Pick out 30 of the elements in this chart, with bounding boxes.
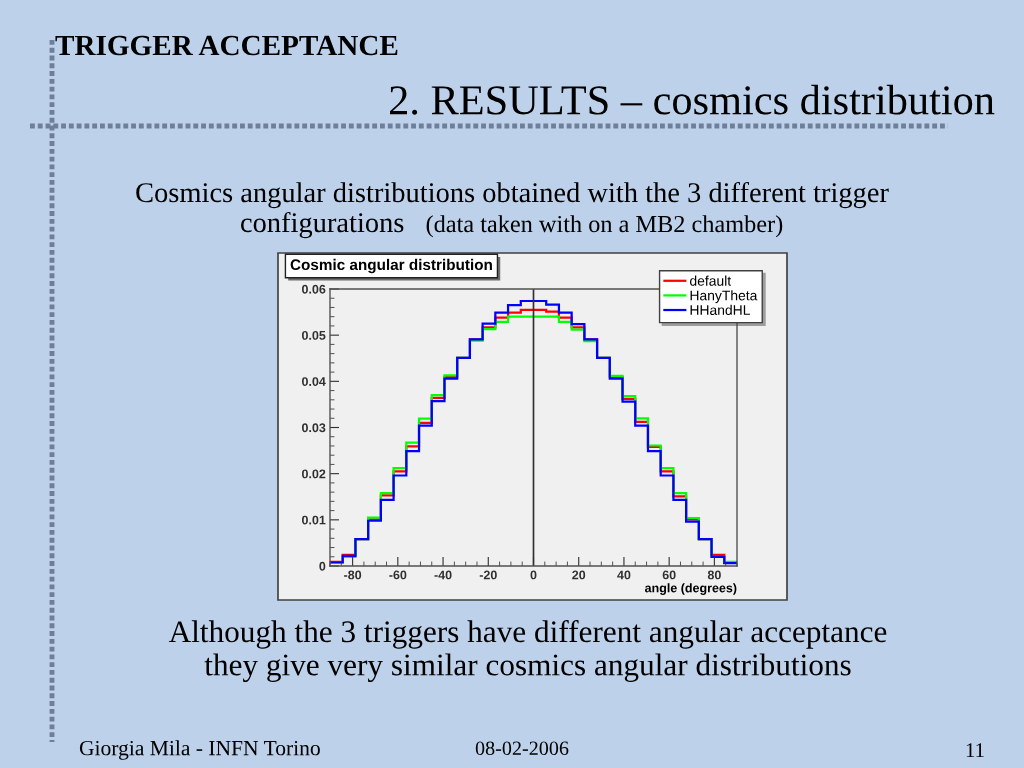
x-tick-label: 80 (707, 570, 721, 580)
x-tick-label: -60 (389, 570, 407, 580)
x-tick-label: 0 (530, 570, 537, 580)
y-tick-label: 0.06 (302, 284, 326, 294)
y-tick-label: 0.03 (302, 423, 326, 433)
text: Cosmics angular distributions obtained with the 3 different trigger (136, 181, 889, 209)
chart-title: Cosmic angular distribution (290, 258, 492, 274)
text: Giorgia Mila - INFN Torino (79, 740, 320, 760)
legend-label: default (690, 275, 732, 286)
y-tick-label: 0.01 (302, 515, 326, 525)
text: 08-02-2006 (475, 741, 569, 756)
text: (data taken with on a MB2 chamber) (426, 215, 783, 238)
x-tick-label: -40 (434, 570, 452, 580)
y-tick-label: 0.02 (302, 469, 326, 479)
text: 2. RESULTS – cosmics distribution (390, 84, 995, 115)
y-tick-label: 0 (319, 561, 326, 571)
text: Although the 3 triggers have different angular acceptance they give very similar cosmics angular distributions (168, 620, 887, 682)
text: 11 (966, 743, 984, 758)
y-tick-label: 0.04 (302, 377, 326, 386)
x-tick-label: -20 (479, 570, 497, 580)
x-tick-label: 60 (662, 570, 676, 580)
x-tick-label: 20 (572, 570, 586, 580)
text: TRIGGER ACCEPTANCE (55, 35, 398, 56)
text: configurations (241, 211, 404, 239)
legend-label: HHandHL (690, 304, 750, 316)
x-tick-label: 40 (617, 570, 631, 580)
x-tick-label: -80 (344, 570, 362, 580)
legend-label: HanyTheta (690, 290, 758, 304)
y-tick-label: 0.05 (302, 330, 326, 340)
x-axis-title: angle (degrees) (644, 583, 737, 595)
